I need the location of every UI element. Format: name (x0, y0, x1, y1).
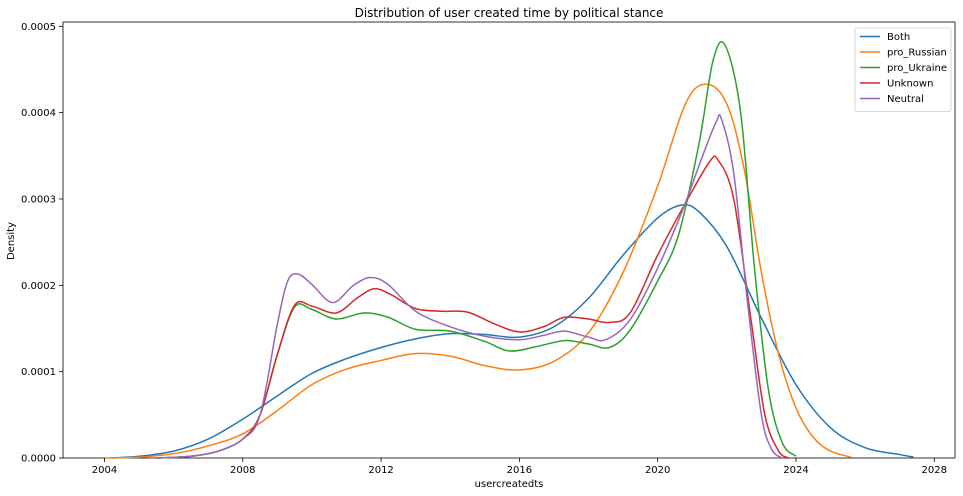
x-tick-label: 2020 (645, 465, 670, 476)
legend-label-unknown: Unknown (887, 79, 933, 90)
legend: Both pro_Russian pro_Ukraine Unknown Neutral (854, 27, 952, 112)
y-tick-label: 0.0003 (21, 194, 56, 205)
x-tick-label: 2012 (368, 465, 393, 476)
y-tick-label: 0.0001 (21, 367, 56, 378)
y-tick-label: 0.0005 (21, 22, 56, 33)
x-axis-label: usercreatedts (475, 479, 544, 490)
legend-label-neutral: Neutral (887, 94, 924, 105)
y-axis: 0.0000 0.0001 0.0002 0.0003 0.0004 0.0005 (21, 22, 63, 465)
chart-title: Distribution of user created time by pol… (355, 6, 664, 20)
series-line-pro-russian (104, 83, 852, 459)
y-tick-label: 0.0002 (21, 281, 56, 292)
legend-label-pro-ukraine: pro_Ukraine (887, 63, 947, 74)
x-tick-label: 2016 (507, 465, 532, 476)
series-line-unknown (156, 155, 790, 459)
y-tick-label: 0.0004 (21, 108, 56, 119)
series-group (104, 41, 914, 459)
x-axis: 2004 2008 2012 2016 2020 2024 2028 (92, 458, 947, 476)
series-line-both (111, 203, 914, 459)
legend-box (854, 27, 952, 112)
series-line-neutral (156, 113, 783, 459)
x-tick-label: 2008 (230, 465, 255, 476)
x-tick-label: 2004 (92, 465, 117, 476)
plot-area (62, 21, 956, 459)
legend-label-pro-russian: pro_Russian (887, 48, 947, 59)
legend-label-both: Both (887, 32, 910, 43)
x-tick-label: 2024 (783, 465, 808, 476)
x-tick-label: 2028 (922, 465, 947, 476)
series-line-pro-ukraine (156, 41, 797, 459)
plot-frame (62, 21, 956, 459)
y-axis-label: Density (6, 222, 17, 260)
y-tick-label: 0.0000 (21, 454, 56, 465)
